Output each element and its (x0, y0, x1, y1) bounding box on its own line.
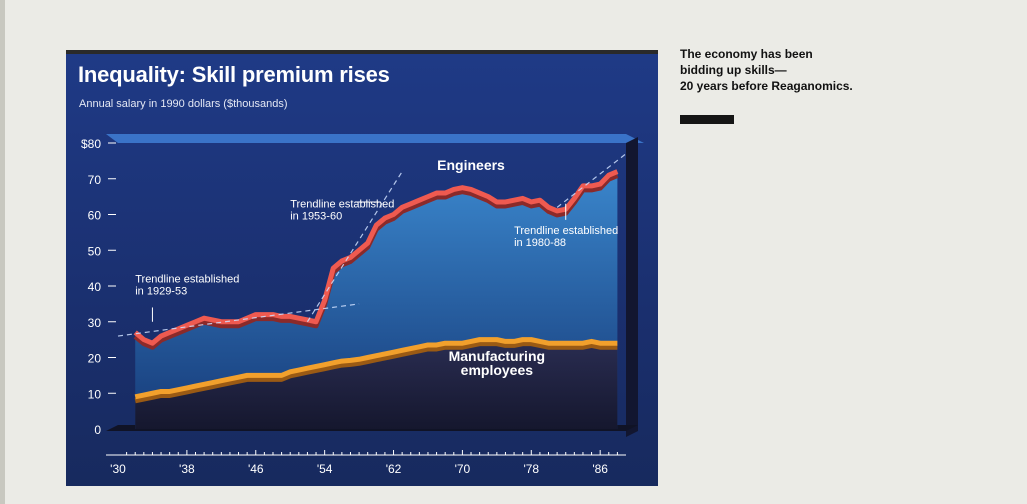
annotation-label: in 1929-53 (135, 285, 187, 297)
x-tick-label: '70 (455, 462, 471, 476)
y-tick-label: 20 (88, 352, 102, 366)
engineers-line (133, 169, 619, 346)
y-tick-label: 30 (88, 316, 102, 330)
x-tick-label: '78 (523, 462, 539, 476)
manufacturing-line (134, 337, 618, 400)
plot-top-band (106, 134, 644, 143)
manufacturing-line-shadow (134, 341, 618, 404)
x-tick-label: '62 (386, 462, 402, 476)
x-tick-label: '86 (592, 462, 608, 476)
annotation-label: Trendline established (135, 273, 239, 285)
y-tick-label: 40 (88, 280, 102, 294)
y-tick-label: 10 (88, 387, 102, 401)
chart-title: Inequality: Skill premium rises (78, 62, 390, 87)
trendline (306, 171, 403, 323)
annotation-label: Trendline established (514, 225, 618, 237)
y-tick-label: 0 (94, 423, 101, 437)
headline-line: 20 years before Reaganomics. (680, 79, 853, 93)
annotation-label: in 1953-60 (290, 210, 342, 222)
y-tick-label: 60 (88, 209, 102, 223)
x-tick-label: '38 (179, 462, 195, 476)
y-tick-label: 70 (88, 173, 102, 187)
page-edge (0, 0, 5, 504)
y-tick-label: $80 (81, 137, 101, 151)
trendline (117, 303, 360, 337)
chart-top-rule (66, 50, 658, 54)
y-tick-label: 50 (88, 244, 102, 258)
x-tick-label: '54 (317, 462, 333, 476)
chart-subtitle: Annual salary in 1990 dollars ($thousand… (79, 98, 288, 110)
annotation-label: in 1980-88 (514, 237, 566, 249)
trendline (556, 153, 627, 208)
series-label: Manufacturing (449, 348, 545, 364)
x-tick-label: '30 (110, 462, 126, 476)
headline-line: bidding up skills— (680, 63, 787, 77)
annotation-label: Trendline established (290, 198, 394, 210)
chart-panel: 0 10 20 30 40 50 60 70 $80 '30 '38 '46 '54 '62 '70 '78 '… (66, 54, 658, 486)
plot-right-wall (626, 137, 638, 437)
series-label: Engineers (437, 157, 505, 173)
manufacturing-area (135, 339, 618, 429)
chart-svg: 0 10 20 30 40 50 60 70 $80 '30 '38 '46 '54 '62 '70 '78 '… (81, 134, 644, 476)
x-tick-label: '46 (248, 462, 264, 476)
headline-bar (680, 115, 734, 124)
series-label: employees (461, 362, 534, 378)
headline-note: The economy has been bidding up skills— … (680, 46, 930, 94)
headline-line: The economy has been (680, 47, 813, 61)
